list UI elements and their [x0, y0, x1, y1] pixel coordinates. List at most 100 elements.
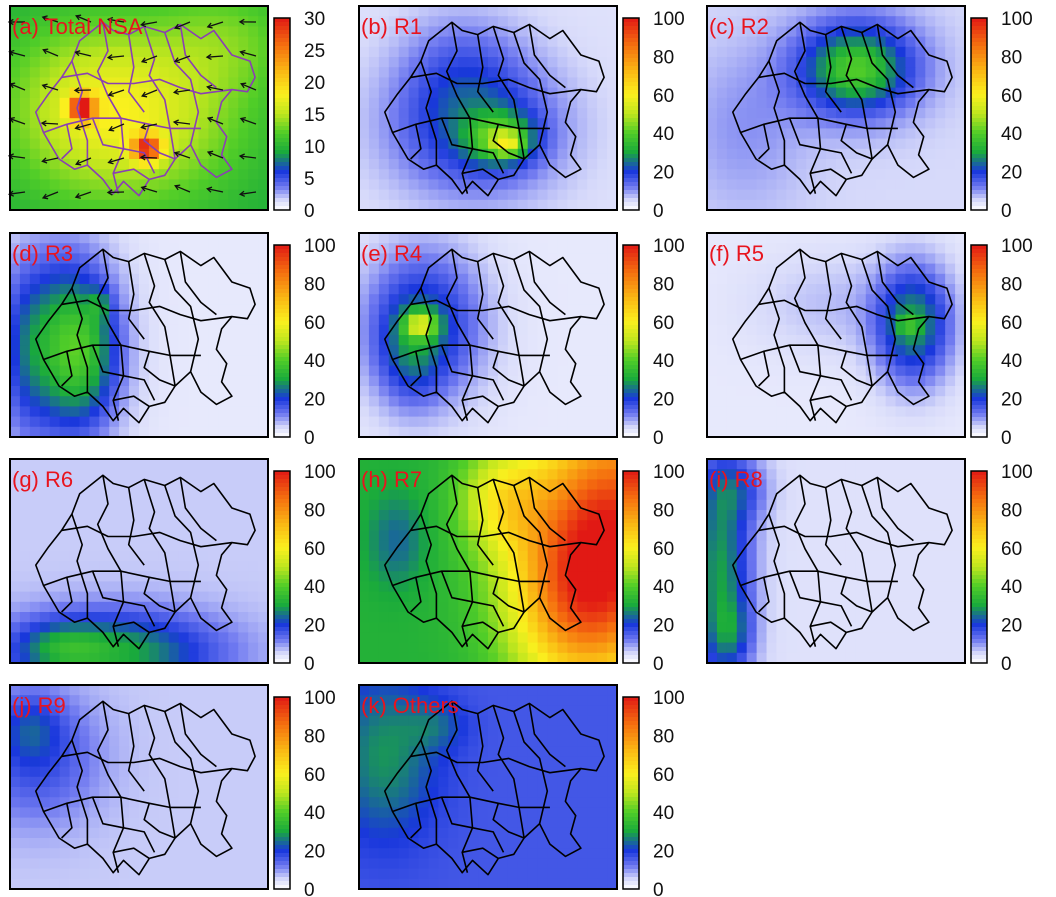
heat-cell: [448, 601, 459, 613]
heat-cell: [19, 459, 31, 470]
colorbar-segment: [274, 90, 290, 95]
heat-cell: [49, 601, 61, 613]
colorbar-segment: [274, 365, 290, 370]
heat-cell: [726, 396, 738, 407]
colorbar-tick-label: 20: [653, 163, 674, 184]
heat-cell: [488, 652, 499, 664]
heat-cell: [497, 118, 509, 129]
heat-cell: [39, 426, 51, 438]
heat-cell: [368, 67, 380, 78]
panel-label: (c) R2: [709, 14, 769, 39]
heat-cell: [915, 57, 926, 68]
heat-cell: [448, 108, 459, 119]
heat-cell: [766, 77, 778, 89]
heat-cell: [19, 335, 31, 346]
heat-cell: [228, 97, 239, 109]
heat-cell: [79, 294, 90, 305]
heat-cell: [726, 324, 738, 336]
heat-cell: [438, 520, 449, 531]
heat-cell: [208, 469, 219, 480]
heat-cell: [597, 199, 608, 211]
heat-cell: [497, 199, 509, 211]
heat-cell: [756, 118, 768, 129]
heat-cell: [607, 375, 618, 387]
heat-cell: [79, 652, 90, 664]
heat-cell: [19, 138, 31, 150]
heat-cell: [208, 489, 219, 501]
heat-cell: [597, 169, 608, 180]
heat-cell: [158, 530, 170, 542]
heat-cell: [19, 375, 31, 387]
heat-cell: [248, 591, 259, 603]
colorbar-segment: [623, 146, 639, 151]
district-boundary: [143, 577, 176, 613]
heat-cell: [905, 375, 916, 387]
heat-cell: [826, 46, 837, 58]
wind-arrow-head: [238, 190, 246, 197]
heat-cell: [428, 469, 439, 480]
heat-cell: [468, 426, 479, 438]
heat-cell: [497, 314, 509, 326]
heat-cell: [99, 87, 110, 99]
heat-cell: [139, 520, 150, 531]
heat-cell: [865, 77, 877, 89]
heat-cell: [448, 386, 459, 397]
heat-cell: [726, 479, 738, 491]
heat-cell: [398, 77, 410, 89]
heat-cell: [557, 489, 568, 501]
heat-cell: [359, 169, 370, 180]
heat-cell: [158, 108, 170, 119]
heat-cell: [408, 148, 420, 160]
heat-cell: [158, 489, 170, 501]
heat-cell: [806, 253, 817, 265]
heat-cell: [826, 57, 837, 68]
heat-cell: [845, 294, 857, 305]
heat-cell: [577, 601, 588, 613]
heat-cell: [478, 561, 489, 572]
heat-cell: [786, 233, 797, 244]
heat-cell: [507, 622, 519, 633]
heat-cell: [935, 375, 946, 387]
heat-cell: [478, 108, 489, 119]
heat-cell: [736, 386, 748, 397]
colorbar-segment: [623, 413, 639, 418]
heat-cell: [458, 16, 469, 27]
heat-cell: [527, 416, 539, 428]
heat-cell: [39, 469, 51, 480]
heat-cell: [607, 233, 618, 244]
heat-cell: [826, 199, 837, 211]
heat-cell: [168, 479, 180, 491]
heat-cell: [607, 345, 618, 356]
heat-cell: [488, 386, 499, 397]
heat-cell: [776, 386, 787, 397]
heat-cell: [746, 510, 758, 521]
heat-cell: [129, 355, 140, 367]
heat-cell: [567, 642, 578, 654]
heat-cell: [258, 233, 269, 244]
heat-cell: [716, 108, 728, 119]
heat-cell: [10, 284, 21, 295]
heat-cell: [567, 314, 578, 326]
heat-cell: [527, 510, 539, 521]
heat-cell: [49, 294, 61, 305]
heat-cell: [915, 314, 926, 326]
heat-cell: [69, 304, 81, 316]
heat-cell: [577, 335, 588, 346]
heat-cell: [408, 26, 420, 38]
heat-cell: [935, 169, 946, 180]
heat-cell: [707, 159, 718, 170]
heat-cell: [855, 365, 867, 377]
heat-cell: [238, 118, 249, 129]
heat-cell: [507, 510, 519, 521]
heat-cell: [875, 324, 887, 336]
heat-cell: [359, 642, 370, 654]
heat-cell: [925, 6, 936, 17]
colorbar-segment: [971, 162, 987, 167]
heat-cell: [428, 26, 439, 38]
heat-cell: [168, 199, 180, 211]
district-boundary: [410, 72, 582, 95]
heat-cell: [726, 159, 738, 170]
heat-cell: [39, 520, 51, 531]
heat-cell: [488, 520, 499, 531]
